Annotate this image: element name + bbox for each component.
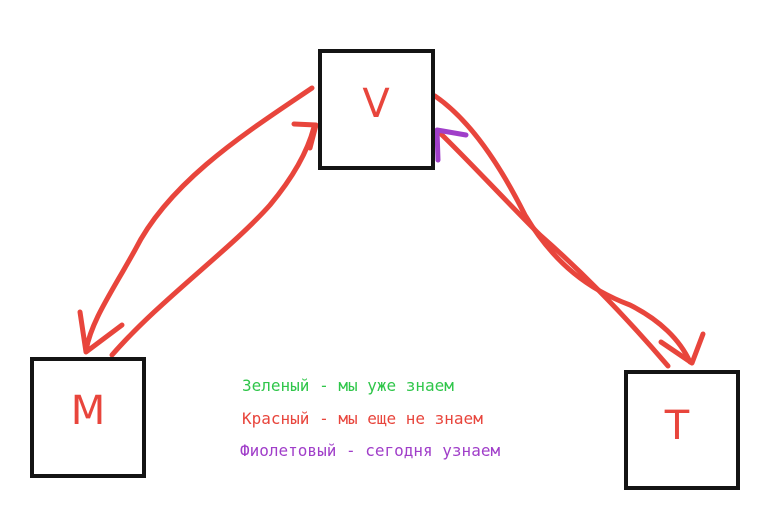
node-t-label: T <box>664 403 690 449</box>
node-t: T <box>624 370 740 490</box>
node-v-box <box>318 49 435 170</box>
node-t-box <box>624 370 740 490</box>
arrowhead-m-to-v <box>291 121 319 151</box>
legend-green-text: Зеленый - мы уже знаем <box>242 376 454 395</box>
arrow-m-to-v <box>109 124 317 358</box>
legend-red-text: Красный - мы еще не знаем <box>242 409 483 428</box>
arrowhead-v-to-t <box>658 331 706 366</box>
node-m-box <box>30 357 146 478</box>
node-m-label: M <box>71 388 106 434</box>
node-m: M <box>30 357 146 478</box>
legend-purple-text: Фиолетовый - сегодня узнаем <box>240 441 501 460</box>
arrow-t-to-v <box>437 130 671 369</box>
arrowhead-t-to-v <box>434 127 469 163</box>
arrow-v-to-t <box>432 93 693 365</box>
arrowhead-v-to-m <box>77 309 125 355</box>
node-v-label: V <box>362 81 390 127</box>
arrow-v-to-m <box>83 85 315 353</box>
node-v: V <box>318 49 435 170</box>
